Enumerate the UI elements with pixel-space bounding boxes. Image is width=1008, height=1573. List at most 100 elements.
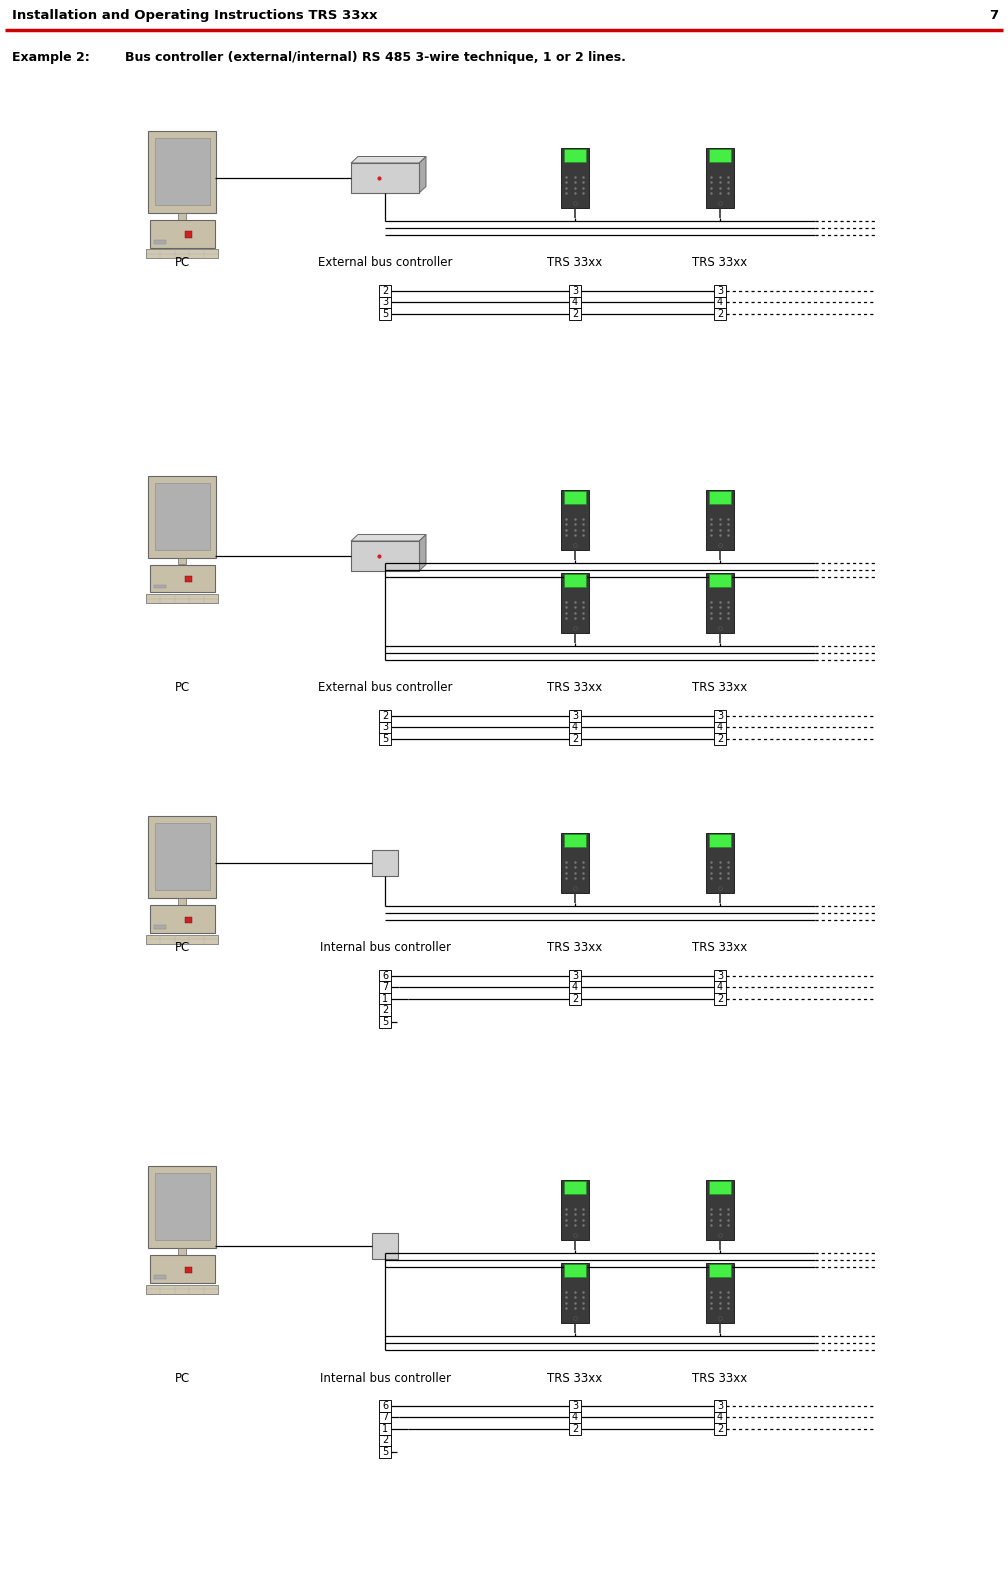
Text: 2: 2: [717, 994, 723, 1004]
Bar: [379, 1435, 391, 1446]
Bar: [570, 733, 581, 744]
Bar: [178, 898, 186, 904]
Text: 3: 3: [572, 1400, 578, 1411]
Text: 3: 3: [572, 711, 578, 720]
Text: TRS 33xx: TRS 33xx: [547, 256, 603, 269]
Bar: [379, 993, 391, 1005]
Bar: [153, 1276, 165, 1279]
Text: 7: 7: [989, 9, 998, 22]
Bar: [710, 491, 731, 503]
Bar: [379, 1411, 391, 1424]
Text: External bus controller: External bus controller: [318, 681, 453, 695]
Bar: [178, 212, 186, 220]
Text: 3: 3: [382, 297, 388, 307]
Text: 2: 2: [382, 711, 388, 720]
Bar: [570, 709, 581, 722]
Polygon shape: [419, 156, 426, 193]
Bar: [570, 285, 581, 296]
Bar: [561, 1180, 589, 1240]
Text: Internal bus controller: Internal bus controller: [320, 1372, 451, 1384]
Bar: [154, 137, 210, 204]
Text: 2: 2: [382, 286, 388, 296]
Text: 4: 4: [717, 297, 723, 307]
Bar: [153, 585, 165, 588]
Bar: [185, 231, 192, 238]
Text: 2: 2: [572, 308, 579, 319]
Bar: [706, 1180, 734, 1240]
Bar: [715, 971, 726, 982]
Text: 6: 6: [382, 971, 388, 980]
Bar: [149, 904, 215, 933]
Bar: [715, 296, 726, 308]
Text: TRS 33xx: TRS 33xx: [547, 1372, 603, 1384]
Text: 2: 2: [572, 1424, 579, 1433]
Bar: [146, 595, 218, 604]
Polygon shape: [351, 535, 426, 541]
Text: 4: 4: [717, 1413, 723, 1422]
Bar: [570, 993, 581, 1005]
Text: PC: PC: [174, 1372, 190, 1384]
Text: 4: 4: [717, 982, 723, 993]
Bar: [570, 722, 581, 733]
Text: 2: 2: [382, 1005, 388, 1015]
Bar: [379, 285, 391, 296]
Bar: [710, 149, 731, 162]
Bar: [561, 573, 589, 632]
Text: 7: 7: [382, 982, 388, 993]
Text: PC: PC: [174, 942, 190, 955]
Bar: [570, 1411, 581, 1424]
Text: TRS 33xx: TRS 33xx: [692, 1372, 748, 1384]
Text: 5: 5: [382, 1447, 388, 1457]
Text: 3: 3: [717, 286, 723, 296]
Text: Installation and Operating Instructions TRS 33xx: Installation and Operating Instructions …: [12, 9, 378, 22]
Bar: [570, 1424, 581, 1435]
Bar: [379, 1424, 391, 1435]
Bar: [715, 733, 726, 744]
Text: 3: 3: [717, 1400, 723, 1411]
Bar: [561, 148, 589, 208]
Bar: [570, 1400, 581, 1411]
Text: 6: 6: [382, 1400, 388, 1411]
Bar: [715, 1400, 726, 1411]
Text: 2: 2: [572, 733, 579, 744]
Bar: [564, 491, 586, 503]
Bar: [146, 934, 218, 944]
Text: 5: 5: [382, 308, 388, 319]
Text: External bus controller: External bus controller: [318, 256, 453, 269]
Bar: [351, 541, 419, 571]
Bar: [706, 148, 734, 208]
Text: Internal bus controller: Internal bus controller: [320, 942, 451, 955]
Bar: [178, 558, 186, 565]
Text: 3: 3: [572, 971, 578, 980]
Bar: [372, 849, 398, 876]
Bar: [154, 483, 210, 551]
Bar: [706, 1263, 734, 1323]
Text: 2: 2: [572, 994, 579, 1004]
Bar: [379, 308, 391, 319]
Bar: [146, 1285, 218, 1293]
Bar: [149, 220, 215, 247]
Text: 5: 5: [382, 1016, 388, 1027]
Bar: [185, 576, 192, 582]
Bar: [706, 573, 734, 632]
Bar: [564, 1265, 586, 1277]
Text: 7: 7: [382, 1413, 388, 1422]
Bar: [148, 477, 216, 558]
Text: 3: 3: [717, 711, 723, 720]
Bar: [715, 982, 726, 993]
Text: Example 2:: Example 2:: [12, 52, 90, 64]
Bar: [154, 823, 210, 890]
Text: 1: 1: [382, 994, 388, 1004]
Bar: [570, 971, 581, 982]
Bar: [570, 308, 581, 319]
Bar: [715, 1424, 726, 1435]
Bar: [148, 131, 216, 212]
Text: 4: 4: [572, 722, 578, 733]
Bar: [154, 1172, 210, 1240]
Bar: [379, 1016, 391, 1027]
Text: 3: 3: [572, 286, 578, 296]
Bar: [715, 1411, 726, 1424]
Polygon shape: [351, 156, 426, 164]
Bar: [379, 1005, 391, 1016]
Bar: [148, 816, 216, 898]
